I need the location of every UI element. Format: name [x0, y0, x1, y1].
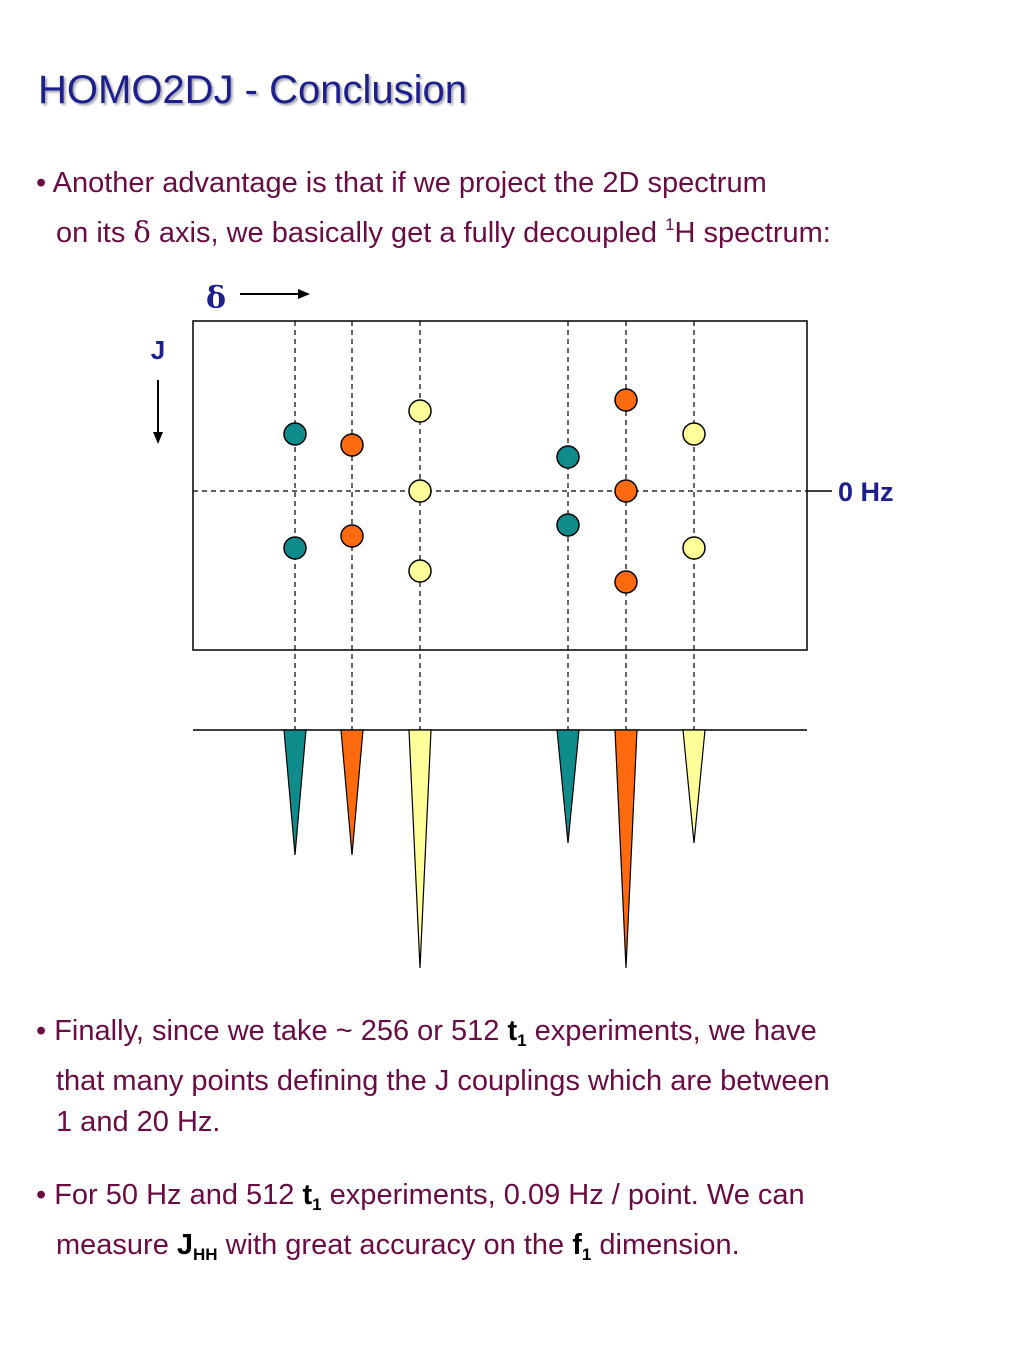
- projection-peak-yellow: [682, 729, 706, 844]
- f1-subscript: 1: [581, 1245, 592, 1264]
- bullet-text: experiments, we have: [526, 1015, 817, 1047]
- peak-orange: [614, 388, 638, 412]
- bullet-marker: •: [36, 1015, 47, 1047]
- t1-subscript: 1: [517, 1031, 527, 1050]
- t1-symbol: t: [302, 1179, 313, 1211]
- bullet-text: dimension.: [591, 1229, 740, 1261]
- peak-teal: [556, 445, 580, 469]
- delta-arrow-head: [298, 289, 310, 299]
- jhh-subscript: HH: [193, 1245, 218, 1264]
- bullet-resolution: • For 50 Hz and 512 t1 experiments, 0.09…: [36, 1175, 986, 1275]
- jhh-symbol: J: [176, 1229, 194, 1261]
- zero-hz-label: 0 Hz: [838, 477, 894, 507]
- peak-yellow: [408, 399, 432, 423]
- peak-yellow: [408, 559, 432, 583]
- f1-symbol: f: [572, 1229, 582, 1261]
- bullet-text: Finally, since we take ~ 256 or 512: [54, 1015, 508, 1047]
- bullet-marker: •: [36, 167, 47, 199]
- bullet-line: measure JHH with great accuracy on the f…: [36, 1225, 986, 1275]
- bullet-text: axis, we basically get a fully decoupled: [150, 217, 666, 249]
- peak-teal: [556, 513, 580, 537]
- peak-orange: [340, 433, 364, 457]
- delta-symbol: δ: [133, 215, 151, 249]
- bullet-line: • Another advantage is that if we projec…: [36, 163, 986, 204]
- bullet-text: For 50 Hz and 512: [54, 1179, 303, 1211]
- bullet-line: • For 50 Hz and 512 t1 experiments, 0.09…: [36, 1175, 986, 1225]
- bullet-line: that many points defining the J coupling…: [56, 1065, 830, 1097]
- projection-peak-yellow: [408, 729, 432, 969]
- peak-yellow: [682, 422, 706, 446]
- bullet-text: measure: [56, 1229, 177, 1261]
- multiplet-guides: [294, 321, 695, 732]
- spectrum-frame: [192, 320, 808, 651]
- bullet-advantage: • Another advantage is that if we projec…: [36, 163, 986, 254]
- bullet-text: H spectrum:: [674, 217, 831, 249]
- peak-teal: [283, 536, 307, 560]
- bullet-text: with great accuracy on the: [217, 1229, 573, 1261]
- peaks-2d: [283, 388, 706, 594]
- peak-yellow: [682, 536, 706, 560]
- slide-title: HOMO2DJ - Conclusion: [38, 68, 468, 112]
- peak-orange: [340, 524, 364, 548]
- bullet-text: experiments, 0.09 Hz / point. We can: [321, 1179, 805, 1211]
- superscript-one: 1: [665, 215, 675, 234]
- projection-peak-teal: [283, 729, 307, 856]
- t1-subscript: 1: [312, 1195, 322, 1214]
- homo2dj-diagram: δ J 0 Hz: [151, 281, 894, 969]
- peak-orange: [614, 570, 638, 594]
- bullet-t1-experiments: • Finally, since we take ~ 256 or 512 t1…: [36, 1011, 986, 1143]
- peak-teal: [283, 422, 307, 446]
- bullet-line: on its δ axis, we basically get a fully …: [36, 204, 986, 254]
- projection-peak-orange: [614, 729, 638, 969]
- bullet-line: 1 and 20 Hz.: [56, 1106, 221, 1138]
- peak-yellow: [408, 479, 432, 503]
- bullet-text: Another advantage is that if we project …: [52, 167, 767, 199]
- bullet-marker: •: [36, 1179, 47, 1211]
- projection-peaks: [283, 729, 706, 969]
- delta-axis-label: δ: [206, 281, 226, 316]
- t1-symbol: t: [507, 1015, 518, 1047]
- peak-orange: [614, 479, 638, 503]
- projection-peak-orange: [340, 729, 364, 856]
- projection-peak-teal: [556, 729, 580, 844]
- bullet-line: • Finally, since we take ~ 256 or 512 t1…: [36, 1011, 986, 1061]
- j-arrow-head: [153, 432, 163, 444]
- j-axis-label: J: [151, 335, 165, 365]
- bullet-text: on its: [56, 217, 134, 249]
